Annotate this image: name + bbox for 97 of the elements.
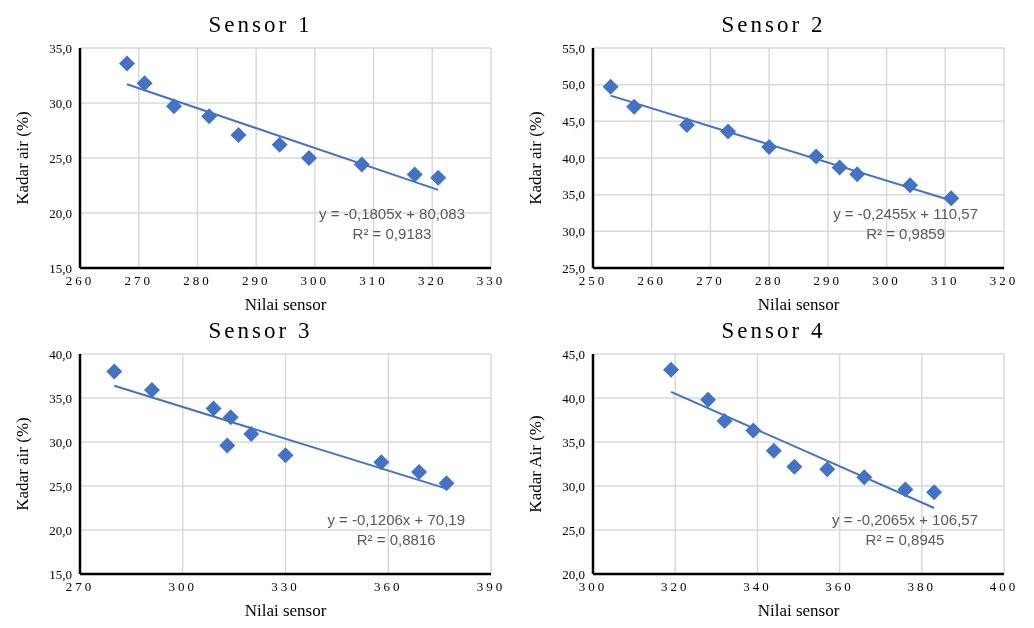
y-tick-label: 35,0 xyxy=(49,390,72,406)
y-tick-label: 20,0 xyxy=(49,205,72,221)
point xyxy=(271,136,288,153)
x-tick-label: 290 xyxy=(813,273,843,289)
x-tick-label: 300 xyxy=(300,273,330,289)
point xyxy=(926,484,943,501)
point xyxy=(438,475,455,492)
x-tick-label: 290 xyxy=(241,273,271,289)
point xyxy=(411,463,428,480)
y-axis-title: Kadar Air (%) xyxy=(526,415,546,513)
x-axis-title: Nilai sensor xyxy=(757,601,840,620)
x-tick-label: 400 xyxy=(989,579,1019,595)
y-tick-label: 30,0 xyxy=(562,223,585,239)
x-tick-label: 330 xyxy=(271,579,300,595)
point xyxy=(118,55,135,72)
x-tick-label: 310 xyxy=(931,273,960,289)
y-tick-label: 25,0 xyxy=(562,522,585,538)
y-tick-label: 25,0 xyxy=(562,260,585,276)
annotation: y = -0,2065x + 106,57 xyxy=(832,510,978,530)
x-tick-label: 360 xyxy=(825,579,854,595)
x-tick-label: 300 xyxy=(168,579,197,595)
x-axis-title: Nilai sensor xyxy=(757,295,840,314)
annotation: R² = 0,9859 xyxy=(865,224,946,244)
chart-title: Sensor 4 xyxy=(720,317,827,345)
x-tick-label: 360 xyxy=(374,579,403,595)
x-axis-title: Nilai sensor xyxy=(244,601,327,620)
y-tick-label: 35,0 xyxy=(562,187,585,203)
y-tick-label: 40,0 xyxy=(562,390,585,406)
y-tick-label: 20,0 xyxy=(562,566,585,582)
x-tick-label: 280 xyxy=(754,273,784,289)
annotation: y = -0,1206x + 70,19 xyxy=(327,510,465,530)
y-tick-label: 15,0 xyxy=(49,260,72,276)
point xyxy=(700,391,717,408)
point xyxy=(602,78,619,95)
y-tick-label: 25,0 xyxy=(49,150,72,166)
chart-title: Sensor 2 xyxy=(720,11,827,39)
annotation: R² = 0,8945 xyxy=(864,530,946,550)
x-tick-label: 390 xyxy=(476,579,506,595)
annotation: R² = 0,9183 xyxy=(351,224,433,244)
point xyxy=(277,447,294,464)
chart-title: Sensor 3 xyxy=(207,317,314,345)
x-tick-label: 330 xyxy=(476,273,506,289)
point xyxy=(136,75,153,92)
y-axis-title: Kadar air (%) xyxy=(13,417,33,511)
x-axis-title: Nilai sensor xyxy=(244,295,327,314)
x-tick-label: 260 xyxy=(637,273,666,289)
x-tick-label: 270 xyxy=(65,579,95,595)
point xyxy=(786,458,803,475)
y-tick-label: 20,0 xyxy=(49,522,72,538)
point xyxy=(373,454,390,471)
x-tick-label: 310 xyxy=(359,273,388,289)
x-tick-label: 280 xyxy=(183,273,212,289)
point xyxy=(663,361,680,378)
point xyxy=(219,437,236,454)
y-tick-label: 40,0 xyxy=(562,150,585,166)
x-tick-label: 320 xyxy=(989,273,1019,289)
point xyxy=(406,166,423,183)
y-tick-label: 15,0 xyxy=(49,566,72,582)
x-tick-label: 320 xyxy=(660,579,690,595)
point xyxy=(165,98,182,115)
annotation: y = -0,1805x + 80,083 xyxy=(319,204,465,224)
x-tick-label: 260 xyxy=(65,273,95,289)
point xyxy=(143,382,160,399)
x-tick-label: 380 xyxy=(907,579,937,595)
point xyxy=(230,126,247,143)
point xyxy=(300,150,317,166)
chart-title: Sensor 1 xyxy=(207,11,314,39)
y-tick-label: 30,0 xyxy=(562,478,585,494)
x-tick-label: 270 xyxy=(124,273,153,289)
y-tick-label: 45,0 xyxy=(562,113,585,129)
point xyxy=(430,169,447,186)
point xyxy=(819,461,836,478)
y-axis-title: Kadar air (%) xyxy=(13,111,33,205)
point xyxy=(106,363,123,380)
point xyxy=(205,400,222,417)
y-tick-label: 55,0 xyxy=(562,40,585,56)
x-tick-label: 340 xyxy=(743,579,772,595)
y-tick-label: 40,0 xyxy=(49,346,72,362)
y-tick-label: 35,0 xyxy=(49,40,72,56)
y-tick-label: 30,0 xyxy=(49,434,72,450)
annotation: y = -0,2455x + 110,57 xyxy=(833,204,978,224)
point xyxy=(678,117,695,133)
y-tick-label: 25,0 xyxy=(49,478,72,494)
x-tick-label: 250 xyxy=(578,273,608,289)
y-tick-label: 45,0 xyxy=(562,346,585,362)
x-tick-label: 300 xyxy=(578,579,608,595)
y-tick-label: 30,0 xyxy=(49,95,72,111)
x-tick-label: 300 xyxy=(872,273,901,289)
point xyxy=(243,426,260,443)
point xyxy=(897,481,914,498)
point xyxy=(765,442,782,459)
x-tick-label: 320 xyxy=(418,273,447,289)
annotation: R² = 0,8816 xyxy=(355,530,437,550)
y-tick-label: 50,0 xyxy=(562,77,585,93)
x-tick-label: 270 xyxy=(696,273,725,289)
y-tick-label: 35,0 xyxy=(562,434,585,450)
y-axis-title: Kadar air (%) xyxy=(526,111,546,205)
